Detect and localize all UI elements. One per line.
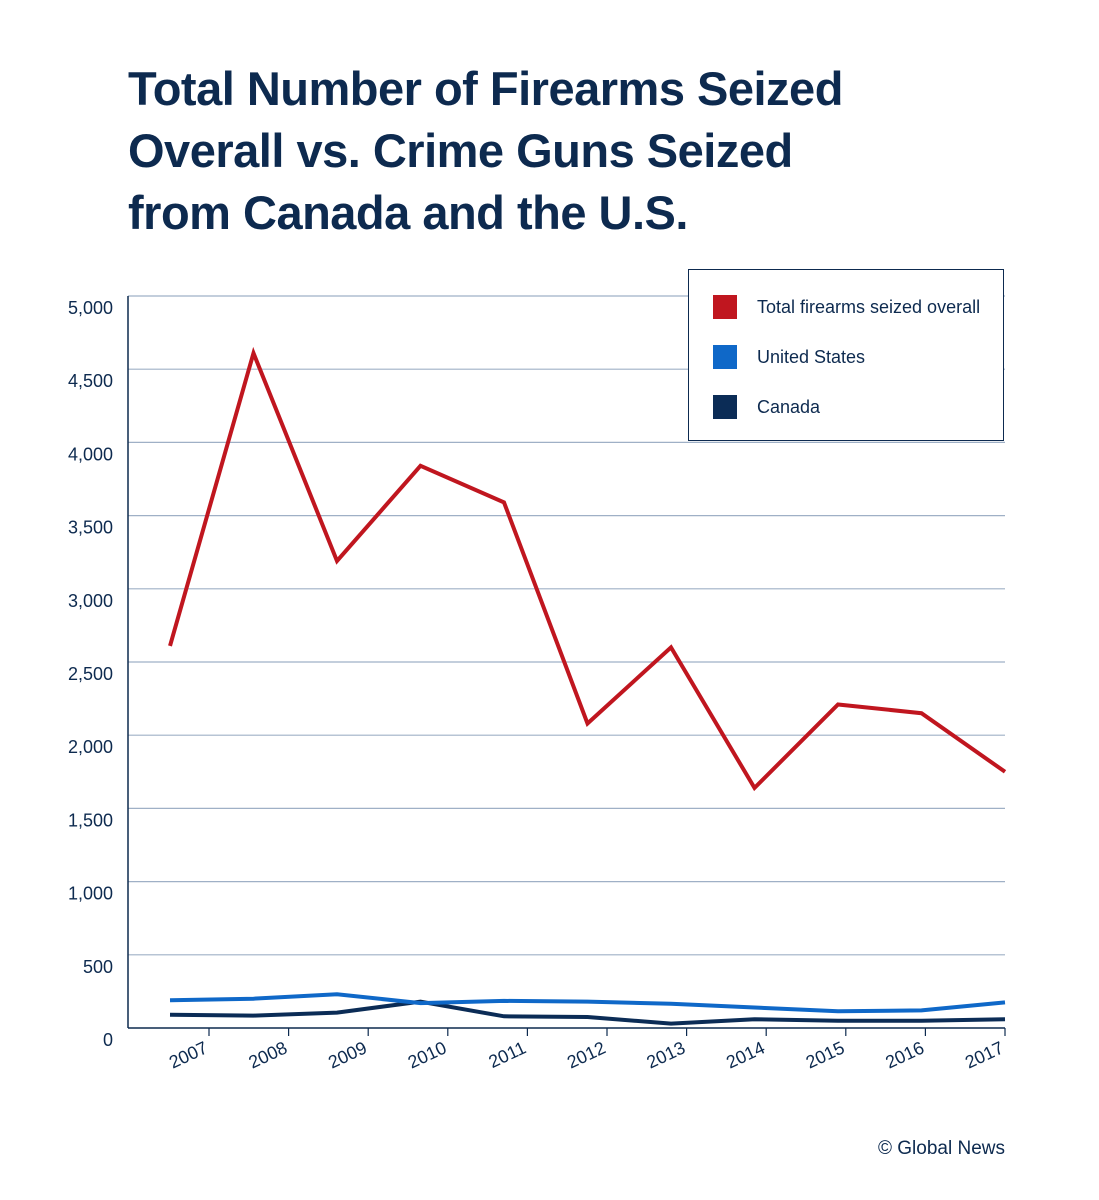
legend-label-canada: Canada xyxy=(757,396,821,417)
series-line-canada xyxy=(169,999,1006,1026)
y-tick-label: 1,000 xyxy=(68,884,113,904)
source-credit: © Global News xyxy=(878,1138,1005,1159)
y-tick-label: 1,500 xyxy=(68,810,113,830)
y-tick-label: 3,000 xyxy=(68,591,113,611)
chart-title-line-2: Overall vs. Crime Guns Seized xyxy=(128,124,793,177)
x-tick-label: 2011 xyxy=(486,1037,530,1071)
y-axis-tick-labels: 0 500 1,000 1,500 2,000 2,500 3,000 3,500 4,000 4… xyxy=(68,298,113,1050)
y-tick-label: 3,500 xyxy=(68,518,113,538)
x-tick-label: 2017 xyxy=(962,1037,1007,1072)
x-tick-label: 2010 xyxy=(405,1037,450,1072)
chart-title-line-3: from Canada and the U.S. xyxy=(128,186,688,239)
y-tick-label: 2,000 xyxy=(68,737,113,757)
y-tick-label: 0 xyxy=(103,1030,113,1050)
axes xyxy=(127,296,1006,1036)
x-axis-tick-labels: 2007 2008 2009 2010 2011 2012 2013 2014 2015 2016… xyxy=(166,1037,1007,1072)
y-tick-label: 500 xyxy=(83,957,113,977)
legend-item-united-states: United States xyxy=(713,344,865,370)
x-tick-label: 2013 xyxy=(644,1037,689,1072)
y-tick-label: 4,500 xyxy=(68,371,113,391)
chart-title-line-1: Total Number of Firearms Seized xyxy=(128,62,843,115)
legend-label-united-states: United States xyxy=(757,346,866,367)
y-tick-label: 5,000 xyxy=(68,298,113,318)
x-tick-label: 2007 xyxy=(166,1037,211,1072)
series-line-us xyxy=(169,992,1006,1014)
series-line-total xyxy=(168,346,1007,792)
x-tick-label: 2012 xyxy=(564,1037,609,1072)
legend-swatch-united-states xyxy=(713,345,737,369)
x-tick-label: 2016 xyxy=(882,1037,927,1072)
x-tick-label: 2014 xyxy=(723,1037,768,1072)
x-tick-label: 2015 xyxy=(803,1037,848,1072)
chart-title: Total Number of Firearms Seized Overall … xyxy=(128,58,1028,244)
series-lines xyxy=(168,346,1007,1026)
x-tick-label: 2008 xyxy=(246,1037,291,1072)
legend-swatch-total xyxy=(713,295,737,319)
legend-swatch-canada xyxy=(713,395,737,419)
legend-label-total: Total firearms seized overall xyxy=(757,296,981,317)
legend-item-total: Total firearms seized overall xyxy=(713,294,980,320)
y-tick-label: 4,000 xyxy=(68,444,113,464)
y-tick-label: 2,500 xyxy=(68,664,113,684)
chart-legend: Total firearms seized overall United Sta… xyxy=(688,269,1004,441)
legend-item-canada: Canada xyxy=(713,394,820,420)
x-tick-label: 2009 xyxy=(325,1037,370,1072)
grid-lines xyxy=(128,295,1005,956)
